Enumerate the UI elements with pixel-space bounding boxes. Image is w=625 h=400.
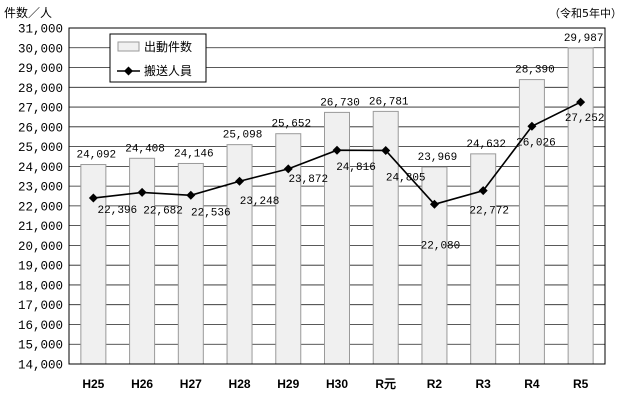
x-tick-label: H29 [277,377,299,391]
x-tick-label: H25 [82,377,104,391]
line-value-label: 22,080 [421,240,461,252]
y-tick-label: 19,000 [18,260,63,274]
y-axis-ticks: 14,000 15,000 16,000 17,000 18,000 19,000 20,0… [18,23,63,373]
line-value-label: 22,536 [191,207,231,219]
legend-label-dispatches: 出動件数 [144,39,192,54]
bar-value-label: 24,092 [77,150,117,162]
y-tick-label: 23,000 [18,181,63,195]
x-tick-label: R2 [427,377,443,391]
y-tick-label: 18,000 [18,279,63,293]
bar-value-label: 23,969 [418,152,458,164]
x-axis-ticks: H25 H26 H27 H28 H29 H30 R元 R2 R3 R4 R5 [82,377,588,391]
y-tick-label: 31,000 [18,23,63,37]
bar-value-label: 29,987 [564,33,604,45]
bar-value-label: 26,781 [369,96,409,108]
y-tick-label: 21,000 [18,220,63,234]
line-value-label: 23,248 [240,196,280,208]
y-tick-label: 22,000 [18,200,63,214]
y-tick-label: 27,000 [18,102,63,116]
x-tick-label: R元 [375,377,396,391]
line-value-label: 24,805 [386,172,426,184]
y-tick-label: 26,000 [18,121,63,135]
x-tick-label: R5 [573,377,589,391]
y-tick-label: 20,000 [18,240,63,254]
y-tick-label: 28,000 [18,82,63,96]
line-value-label: 22,396 [98,205,138,217]
y-tick-label: 30,000 [18,42,63,56]
bar-value-label: 25,098 [223,130,263,142]
y-tick-label: 24,000 [18,161,63,175]
x-tick-label: R3 [476,377,492,391]
line-value-label: 26,026 [516,137,556,149]
y-tick-label: 17,000 [18,299,63,313]
bar [471,154,496,364]
bar-value-label: 24,632 [466,139,506,151]
line-value-label: 24,816 [336,162,376,174]
line-value-label: 22,772 [469,206,509,218]
y-tick-label: 16,000 [18,319,63,333]
line-value-label: 23,872 [288,174,328,186]
legend-bar-swatch [118,42,139,51]
bar [422,167,447,364]
bar-value-label: 28,390 [515,65,555,77]
y-axis-title: 件数／人 [4,5,52,20]
bar [568,48,593,364]
x-tick-label: H26 [131,377,153,391]
x-tick-label: H27 [180,377,202,391]
x-tick-label: R4 [524,377,540,391]
y-tick-label: 14,000 [18,359,63,373]
y-tick-label: 15,000 [18,339,63,353]
bar-value-label: 24,146 [174,148,214,160]
x-tick-label: H30 [326,377,348,391]
bar-value-label: 25,652 [271,119,311,131]
legend: 出動件数 搬送人員 [110,34,206,82]
period-note: （令和5年中） [549,6,622,20]
x-tick-label: H28 [229,377,251,391]
bar-value-label: 24,408 [125,143,165,155]
line-value-label: 22,682 [143,205,183,217]
legend-label-transported: 搬送人員 [144,63,192,78]
bar-value-label: 26,730 [320,97,360,109]
line-value-label: 27,252 [565,113,605,125]
y-tick-label: 25,000 [18,141,63,155]
y-tick-label: 29,000 [18,62,63,76]
